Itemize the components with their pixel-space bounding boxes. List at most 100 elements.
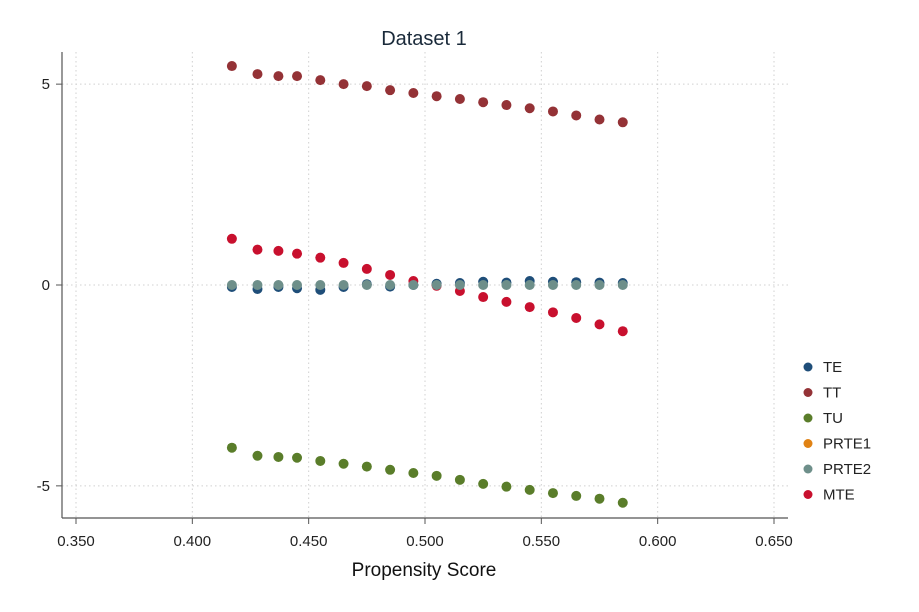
point-tu — [547, 488, 558, 499]
point-mte — [252, 244, 263, 255]
point-mte — [501, 296, 512, 307]
x-tick-label: 0.450 — [290, 533, 328, 550]
point-tt — [315, 75, 326, 86]
x-axis-label: Propensity Score — [352, 560, 497, 581]
legend-item-tt: TT — [803, 385, 841, 402]
x-tick-label: 0.500 — [406, 533, 444, 550]
point-prte2 — [617, 280, 628, 290]
point-mte — [338, 257, 349, 268]
point-tt — [252, 69, 263, 80]
point-tu — [431, 470, 442, 481]
series-prte2 — [226, 280, 628, 290]
point-tt — [226, 61, 237, 72]
legend-marker — [803, 490, 813, 499]
point-tt — [385, 85, 396, 96]
point-tu — [478, 478, 489, 489]
point-tu — [338, 458, 349, 469]
point-tt — [547, 106, 558, 117]
y-tick-label: 0 — [42, 277, 50, 294]
point-tu — [524, 484, 535, 495]
axes: 0.350 0.400 0.450 0.500 0.550 0.600 0.650 -5 0 5 — [37, 52, 793, 550]
point-prte2 — [571, 280, 582, 290]
point-tu — [226, 442, 237, 453]
point-tt — [273, 71, 284, 82]
point-prte2 — [385, 280, 396, 290]
legend-item-mte: MTE — [803, 487, 855, 504]
legend-marker — [803, 388, 813, 397]
legend-item-te: TE — [803, 359, 842, 376]
point-tt — [292, 71, 303, 82]
data-points — [226, 61, 628, 508]
point-tt — [361, 81, 372, 92]
point-tu — [292, 452, 303, 463]
point-mte — [273, 245, 284, 256]
x-tick-label: 0.400 — [174, 533, 212, 550]
point-tt — [594, 114, 605, 125]
point-tu — [273, 451, 284, 462]
point-tt — [617, 117, 628, 128]
point-tt — [408, 87, 419, 98]
point-prte2 — [226, 280, 237, 290]
legend-label: TU — [823, 410, 843, 427]
point-tu — [252, 450, 263, 461]
point-prte2 — [501, 280, 512, 290]
point-mte — [226, 233, 237, 244]
point-prte2 — [252, 280, 263, 290]
point-mte — [617, 326, 628, 337]
point-tt — [478, 97, 489, 108]
x-tick-label: 0.650 — [755, 533, 793, 550]
point-tu — [385, 464, 396, 475]
grid — [62, 52, 788, 518]
point-prte2 — [478, 280, 489, 290]
series-tu — [226, 442, 628, 508]
point-tu — [315, 455, 326, 466]
point-mte — [292, 248, 303, 259]
point-prte2 — [547, 280, 558, 290]
point-tt — [571, 110, 582, 121]
point-mte — [547, 307, 558, 318]
point-prte2 — [431, 280, 442, 290]
legend-marker — [803, 413, 813, 423]
point-tt — [338, 79, 349, 90]
point-prte2 — [273, 280, 284, 290]
legend-marker — [803, 439, 813, 448]
legend-label: TT — [823, 385, 841, 402]
series-tt — [226, 61, 628, 128]
x-tick-label: 0.600 — [639, 533, 677, 550]
legend-item-tu: TU — [803, 410, 843, 427]
point-mte — [385, 269, 396, 280]
point-tt — [431, 91, 442, 102]
legend-item-prte1: PRTE1 — [803, 436, 871, 453]
point-tu — [361, 461, 372, 472]
point-tt — [501, 100, 512, 111]
point-prte2 — [594, 280, 605, 290]
x-tick-label: 0.350 — [57, 533, 95, 550]
legend-label: PRTE1 — [823, 436, 871, 453]
point-mte — [361, 263, 372, 274]
point-prte2 — [338, 280, 349, 290]
y-tick-label: 5 — [42, 76, 50, 93]
legend-label: PRTE2 — [823, 461, 871, 478]
point-tu — [501, 481, 512, 492]
point-mte — [571, 312, 582, 323]
point-prte2 — [292, 280, 303, 290]
point-prte2 — [454, 280, 465, 290]
point-tu — [594, 493, 605, 504]
y-tick-label: -5 — [37, 478, 50, 495]
chart-title: Dataset 1 — [381, 28, 467, 50]
point-mte — [594, 319, 605, 330]
legend-marker — [803, 464, 813, 474]
point-tt — [454, 94, 465, 105]
point-mte — [524, 302, 535, 313]
point-tu — [617, 497, 628, 508]
point-prte2 — [524, 280, 535, 290]
point-tu — [571, 490, 582, 501]
point-prte2 — [315, 280, 326, 290]
legend-marker — [803, 362, 813, 372]
point-mte — [315, 252, 326, 263]
point-tu — [454, 474, 465, 485]
point-tu — [408, 468, 419, 479]
point-prte2 — [361, 280, 372, 290]
